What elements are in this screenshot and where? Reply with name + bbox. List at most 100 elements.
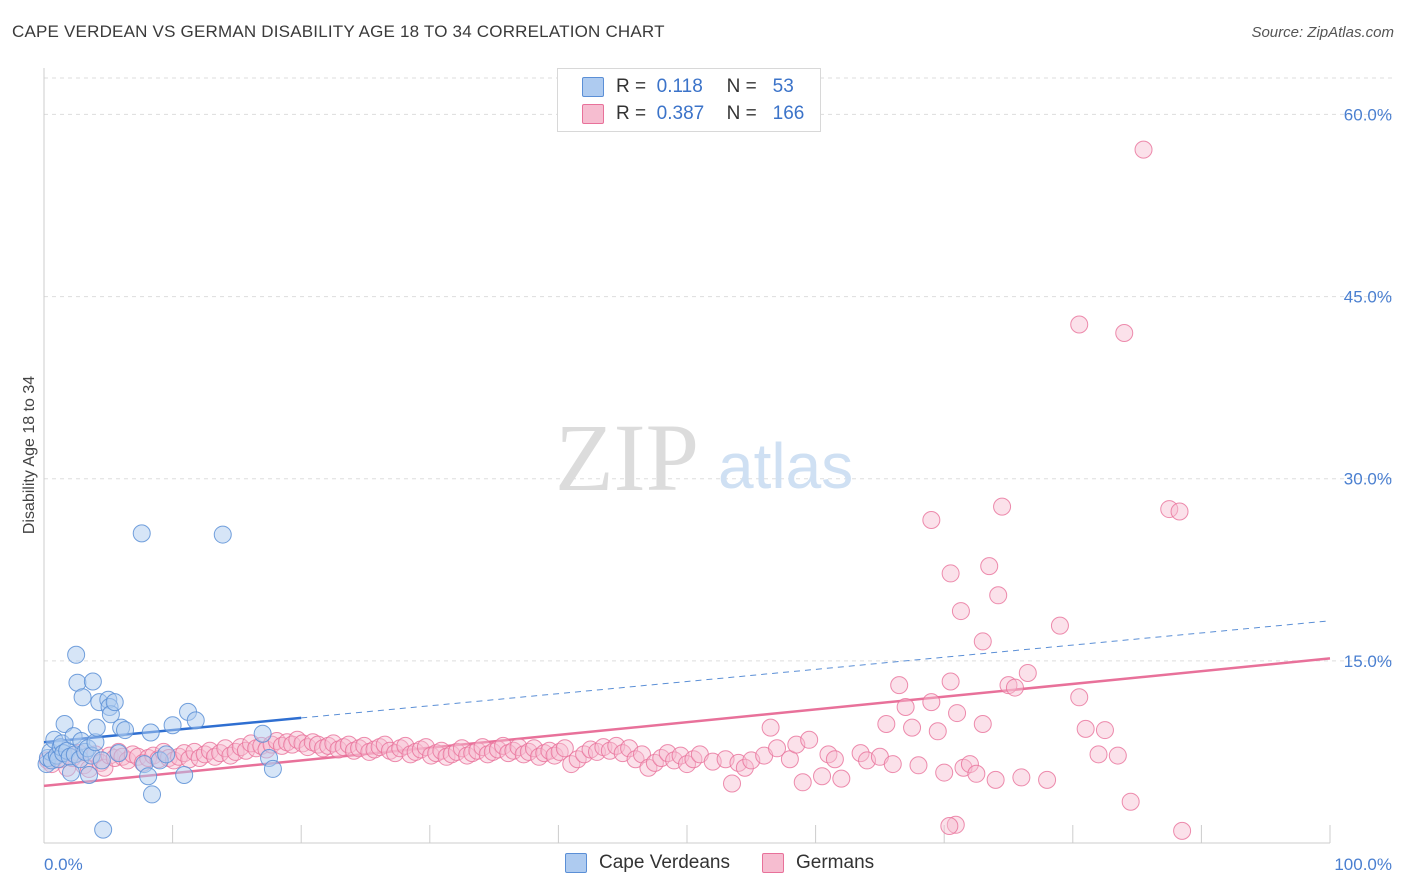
german-point — [986, 770, 1005, 789]
german-point — [890, 676, 909, 695]
german-point — [324, 734, 343, 753]
tick-labels: 15.0% 30.0% 45.0% 60.0% 0.0% 100.0% — [44, 105, 1392, 874]
german-point — [946, 815, 965, 834]
cape-verdean-point — [139, 767, 158, 786]
german-point — [941, 672, 960, 691]
german-point — [1095, 721, 1114, 740]
german-point — [185, 742, 204, 761]
legend-r-label: R = — [616, 76, 647, 97]
german-point — [877, 715, 896, 733]
y-tick-label: 30.0% — [1344, 470, 1392, 489]
german-point — [935, 763, 954, 782]
legend-r-label: R = — [616, 103, 647, 124]
bottom-legend-germans: Germans — [762, 852, 874, 874]
german-point — [339, 735, 358, 754]
german-point — [195, 745, 214, 764]
german-point — [768, 739, 787, 758]
german-point — [973, 715, 992, 733]
bottom-legend-swatch-pink — [762, 853, 784, 873]
german-point — [314, 739, 333, 758]
german-point — [883, 755, 902, 774]
german-point — [922, 693, 941, 712]
german-point — [514, 745, 533, 764]
legend-n-value: 53 — [772, 76, 794, 97]
cape-verdean-point — [116, 721, 135, 740]
german-point — [960, 755, 979, 774]
german-point — [723, 774, 742, 793]
german-point — [1134, 140, 1153, 159]
german-point — [524, 739, 543, 758]
bottom-legend-cape-verdeans: Cape Verdeans — [565, 852, 730, 874]
grid-lines — [44, 77, 1392, 662]
german-point — [1173, 821, 1192, 840]
german-point — [370, 738, 389, 757]
german-point — [903, 718, 922, 737]
german-point — [980, 557, 999, 576]
german-point — [761, 718, 780, 737]
german-point — [406, 742, 425, 761]
german-point — [298, 738, 317, 757]
legend-row-cape-verdeans: R = 0.118 N = 53 — [582, 74, 794, 100]
german-point — [278, 733, 297, 752]
german-point — [825, 750, 844, 769]
german-point — [355, 736, 374, 755]
german-point — [432, 741, 451, 760]
german-point — [478, 745, 497, 764]
legend-r-value: 0.118 — [656, 76, 703, 97]
german-point — [1170, 502, 1189, 521]
german-point — [530, 747, 549, 766]
watermark-zip: ZIP — [555, 404, 699, 511]
german-point — [896, 698, 915, 716]
german-point — [416, 738, 435, 757]
trend-line-germans — [43, 657, 1331, 788]
cape-verdean-point — [157, 745, 176, 764]
german-point — [1076, 719, 1095, 738]
german-point — [940, 817, 959, 835]
german-point — [1070, 315, 1089, 334]
german-point — [200, 741, 219, 760]
german-point — [1038, 770, 1057, 789]
source-credit: Source: ZipAtlas.com — [1251, 24, 1394, 41]
german-point — [447, 742, 466, 761]
german-point — [1018, 664, 1037, 682]
legend-swatch-blue — [582, 77, 604, 97]
german-point — [463, 744, 482, 763]
german-point — [1070, 688, 1089, 707]
german-point — [427, 744, 446, 763]
german-point — [344, 741, 363, 760]
x-tick-label: 100.0% — [1334, 855, 1392, 874]
y-tick-label: 45.0% — [1344, 288, 1392, 307]
german-point — [941, 564, 960, 583]
cape-verdean-point — [253, 724, 272, 743]
german-point — [1115, 324, 1134, 342]
bottom-legend-swatch-blue — [565, 853, 587, 873]
german-point — [1089, 745, 1108, 764]
y-tick-label: 15.0% — [1344, 652, 1392, 671]
bottom-legend: Cape Verdeans Germans — [0, 852, 1406, 878]
german-point — [499, 744, 518, 763]
y-axis-label: Disability Age 18 to 34 — [21, 376, 38, 534]
german-point — [329, 740, 348, 759]
german-point — [1005, 678, 1024, 697]
bottom-legend-label: Germans — [796, 852, 875, 873]
german-point — [422, 746, 441, 765]
cape-verdean-point — [175, 766, 194, 784]
german-point — [813, 767, 832, 786]
cape-verdean-point — [163, 716, 182, 735]
legend-row-germans: R = 0.387 N = 166 — [582, 101, 804, 127]
german-point — [555, 739, 574, 758]
watermark: ZIP atlas — [555, 404, 853, 511]
german-point — [1012, 768, 1031, 787]
german-point — [909, 756, 928, 775]
german-point — [535, 744, 554, 763]
legend-n-value: 166 — [772, 103, 805, 124]
trend-line-cape-verdeans-extension — [301, 620, 1331, 719]
legend-n-label: N = — [726, 103, 757, 124]
german-point — [989, 586, 1008, 605]
german-point — [973, 632, 992, 651]
german-point — [288, 730, 307, 749]
cape-verdean-point — [62, 763, 81, 782]
series-germans — [38, 140, 1192, 840]
german-point — [211, 744, 230, 763]
cape-verdean-point — [186, 711, 205, 730]
